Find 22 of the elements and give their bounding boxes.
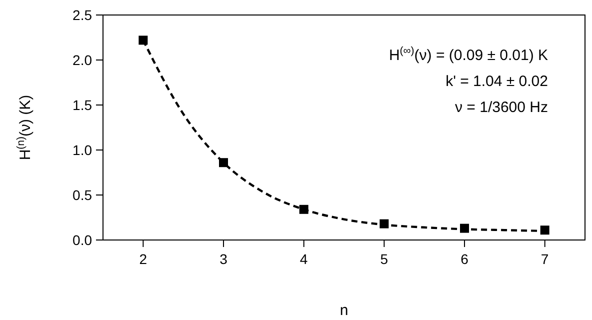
- x-axis-title: n: [340, 302, 348, 319]
- x-tick-label: 7: [540, 251, 549, 267]
- y-tick-label: 0.5: [72, 187, 92, 203]
- x-tick-label: 6: [460, 251, 469, 267]
- annotation: H$^{(∞)}$(ν) = (0.09 ± 0.01) K: [388, 45, 548, 64]
- x-tick-label: 4: [300, 251, 308, 267]
- y-tick-label: 1.5: [72, 97, 92, 113]
- point: [540, 226, 550, 235]
- y-tick-label: 2.5: [72, 7, 92, 23]
- point: [299, 204, 308, 214]
- y-tick-label: 0.0: [72, 232, 92, 248]
- y-tick-label: 1.0: [72, 142, 92, 158]
- x-tick-label: 3: [220, 251, 228, 267]
- annotation: k' = 1.04 ± 0.02: [446, 73, 548, 90]
- y-tick-label: 2.0: [72, 52, 92, 68]
- point: [219, 158, 228, 168]
- point: [380, 219, 389, 228]
- annotation: ν = 1/3600 Hz: [455, 99, 548, 116]
- x-tick-label: 2: [139, 251, 148, 267]
- x-tick-label: 5: [380, 251, 388, 267]
- point: [138, 36, 148, 45]
- point: [460, 224, 469, 233]
